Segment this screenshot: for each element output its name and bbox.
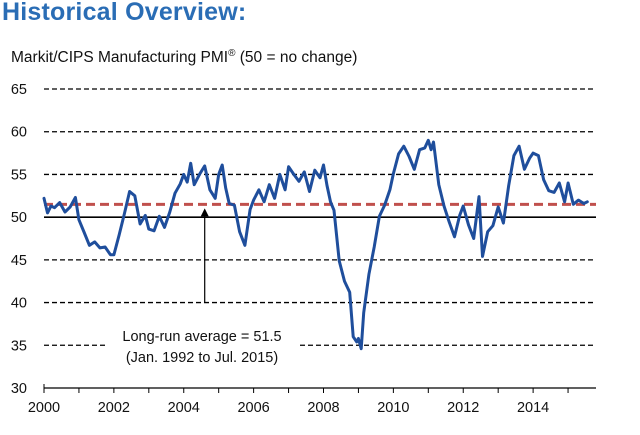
- annotation: Long-run average = 51.5 (Jan. 1992 to Ju…: [106, 208, 298, 366]
- y-tick-label-40: 40: [11, 296, 27, 312]
- y-tick-label-55: 55: [11, 167, 27, 183]
- y-tick-label-65: 65: [11, 82, 27, 98]
- x-tick-label-2002: 2002: [98, 400, 130, 416]
- annotation-line-2: (Jan. 1992 to Jul. 2015): [126, 350, 278, 366]
- annotation-line-1: Long-run average = 51.5: [122, 329, 281, 345]
- y-tick-label-60: 60: [11, 125, 27, 141]
- x-tick-label-2012: 2012: [447, 400, 479, 416]
- y-tick-label-35: 35: [11, 338, 27, 354]
- x-tick-label-2006: 2006: [237, 400, 269, 416]
- chart-subtitle: Markit/CIPS Manufacturing PMI® (50 = no …: [11, 48, 357, 67]
- page-title: Historical Overview:: [2, 0, 247, 26]
- y-tick-label-50: 50: [11, 210, 27, 226]
- y-tick-label-45: 45: [11, 253, 27, 269]
- x-tick-label-2000: 2000: [28, 400, 60, 416]
- x-tick-label-2008: 2008: [307, 400, 339, 416]
- x-tick-label-2014: 2014: [517, 400, 549, 416]
- chart-axes: 30 35 40 45 50 55 60 65 2000 2002 2004 2006 2008 2010…: [11, 82, 596, 416]
- registered-mark: ®: [228, 48, 236, 59]
- annotation-background: [106, 324, 298, 366]
- subtitle-main: Markit/CIPS Manufacturing PMI: [11, 49, 229, 67]
- series-layer: [42, 138, 589, 351]
- y-tick-label-30: 30: [11, 381, 27, 397]
- x-tick-label-2010: 2010: [377, 400, 409, 416]
- subtitle-tail: (50 = no change): [235, 49, 358, 67]
- arrow-head: [200, 208, 209, 217]
- x-tick-label-2004: 2004: [168, 400, 200, 416]
- pmi-series-line: [42, 138, 589, 351]
